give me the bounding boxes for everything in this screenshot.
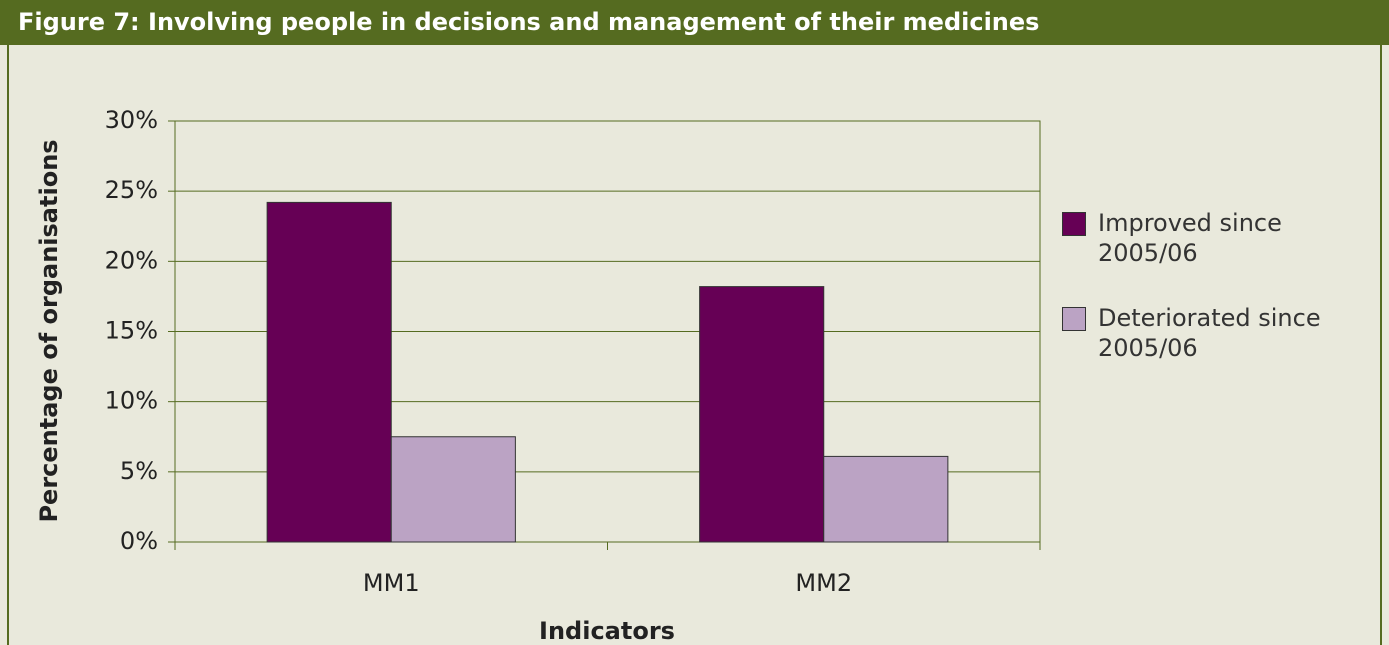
- legend-label: Deteriorated since 2005/06: [1098, 304, 1321, 362]
- y-tick-label: 10%: [105, 387, 158, 415]
- x-tick-label: MM1: [363, 569, 420, 597]
- legend-swatch: [1062, 212, 1086, 236]
- bar: [699, 286, 825, 543]
- x-tick-label: MM2: [795, 569, 852, 597]
- legend-item: Improved since 2005/06: [1062, 208, 1362, 268]
- y-tick-label: 20%: [105, 246, 158, 274]
- x-axis-label: Indicators: [539, 617, 675, 645]
- y-axis-label: Percentage of organisations: [35, 139, 63, 522]
- y-tick-label: 0%: [120, 527, 158, 555]
- header-bar: [0, 0, 1389, 45]
- legend-item: Deteriorated since 2005/06: [1062, 303, 1362, 363]
- y-tick-label: 15%: [105, 317, 158, 345]
- bar: [823, 455, 949, 543]
- bar: [390, 436, 516, 543]
- legend-label: Improved since 2005/06: [1098, 209, 1282, 267]
- legend-swatch: [1062, 307, 1086, 331]
- chart-title: Figure 7: Involving people in decisions …: [18, 8, 1039, 36]
- y-tick-label: 30%: [105, 106, 158, 134]
- bar: [266, 201, 392, 543]
- y-tick-label: 25%: [105, 176, 158, 204]
- y-tick-label: 5%: [120, 457, 158, 485]
